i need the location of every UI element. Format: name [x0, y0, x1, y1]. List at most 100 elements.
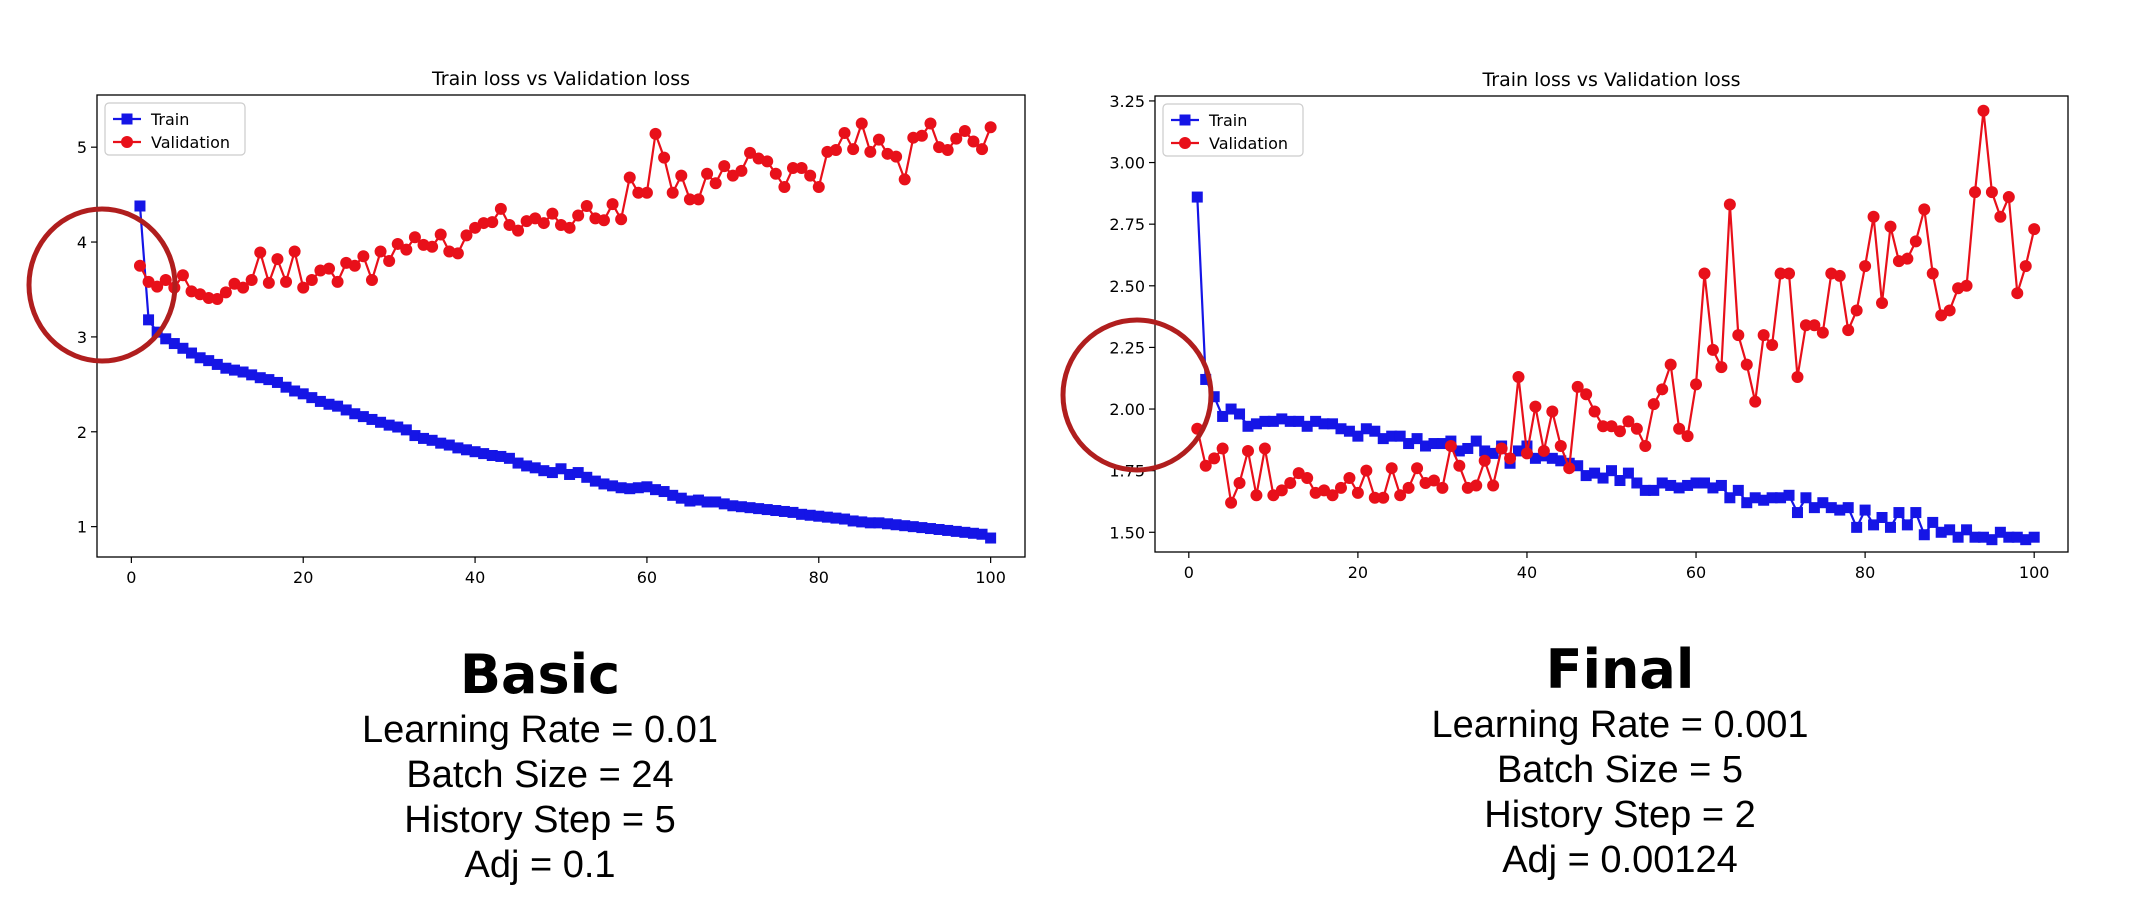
data-point [2028, 223, 2041, 236]
data-point [1631, 477, 1643, 489]
data-point [624, 483, 636, 495]
data-point [280, 275, 293, 288]
highlight-circle-basic [26, 206, 178, 364]
data-point [1470, 479, 1483, 492]
data-point [563, 221, 576, 234]
data-point [1622, 415, 1635, 428]
data-point [1800, 492, 1812, 504]
data-point [306, 392, 318, 404]
data-point [606, 198, 619, 211]
data-point [1403, 438, 1415, 450]
data-point [976, 528, 988, 540]
data-point [262, 276, 275, 289]
data-point [1276, 413, 1288, 425]
data-point [1639, 484, 1651, 496]
data-point [1918, 529, 1930, 541]
data-point [1681, 430, 1694, 443]
data-point [872, 133, 885, 146]
caption-final: Final Learning Rate = 0.001 Batch Size =… [1360, 637, 1880, 883]
data-point [838, 126, 851, 139]
data-point [718, 160, 731, 173]
data-point [1656, 383, 1669, 396]
chart-title: Train loss vs Validation loss [1481, 69, 1740, 91]
data-point [1597, 420, 1610, 433]
legend: Train Validation [104, 102, 246, 156]
legend-marker [1179, 114, 1191, 126]
data-point [1740, 358, 1753, 371]
data-point [1351, 486, 1364, 499]
data-point [1436, 438, 1448, 450]
x-tick-label: 0 [1184, 563, 1194, 582]
data-point [1715, 361, 1728, 374]
data-point [486, 216, 499, 229]
data-point [1394, 489, 1407, 502]
data-point [899, 520, 911, 532]
data-point [332, 400, 344, 412]
data-point [1360, 423, 1372, 435]
data-point [1893, 507, 1905, 519]
data-point [151, 280, 164, 293]
chart-basic: Train loss vs Validation loss 0 20 40 60 80 10… [77, 68, 1026, 587]
legend-label: Validation [1209, 134, 1288, 153]
data-point [1580, 388, 1593, 401]
data-point [1242, 420, 1254, 432]
data-point [1935, 526, 1947, 538]
data-point [1352, 430, 1364, 442]
data-point [649, 127, 662, 140]
data-point [1250, 489, 1263, 502]
data-point [864, 517, 876, 529]
data-point [1394, 430, 1406, 442]
data-point [804, 169, 817, 182]
data-point [632, 482, 644, 494]
data-point [2028, 531, 2040, 543]
caption-history-step: History Step = 2 [1484, 794, 1756, 836]
data-point [984, 121, 997, 134]
data-point [1520, 447, 1533, 460]
data-point [976, 143, 989, 156]
data-point [1462, 442, 1474, 454]
data-point [1385, 462, 1398, 475]
data-point [186, 347, 198, 359]
data-point [246, 369, 258, 381]
data-point [1428, 438, 1440, 450]
data-point [254, 246, 267, 259]
data-point [933, 523, 945, 535]
data-point [375, 416, 387, 428]
data-point [787, 162, 799, 175]
data-point [1994, 210, 2007, 223]
y-tick-label: 3 [77, 328, 87, 347]
data-point [1977, 531, 1989, 543]
data-point [1943, 304, 1956, 317]
data-point [795, 162, 808, 175]
data-point [632, 186, 645, 199]
data-point [1250, 418, 1262, 430]
data-point [744, 146, 757, 159]
data-point [546, 207, 559, 220]
data-point [1318, 418, 1330, 430]
data-point [1614, 475, 1626, 487]
data-point [967, 135, 980, 148]
data-point [1470, 435, 1482, 447]
data-point [1901, 519, 1913, 531]
legend-marker [1179, 137, 1191, 149]
data-point [924, 117, 937, 130]
data-point [2002, 191, 2015, 204]
data-point [365, 273, 378, 286]
data-point [460, 444, 472, 456]
data-point [1698, 477, 1710, 489]
data-point [288, 245, 301, 258]
data-point [1293, 415, 1305, 427]
data-point [228, 364, 240, 376]
y-tick-label: 2.50 [1109, 277, 1145, 296]
data-point [830, 512, 842, 524]
data-point [1901, 252, 1914, 265]
data-point [1529, 400, 1542, 413]
data-point [564, 468, 576, 480]
data-point [366, 413, 378, 425]
data-point [1909, 235, 1922, 248]
data-point [349, 408, 361, 420]
data-point [1977, 104, 1990, 117]
data-point [847, 515, 859, 527]
caption-adj: Adj = 0.1 [464, 844, 616, 886]
data-point [727, 500, 739, 512]
